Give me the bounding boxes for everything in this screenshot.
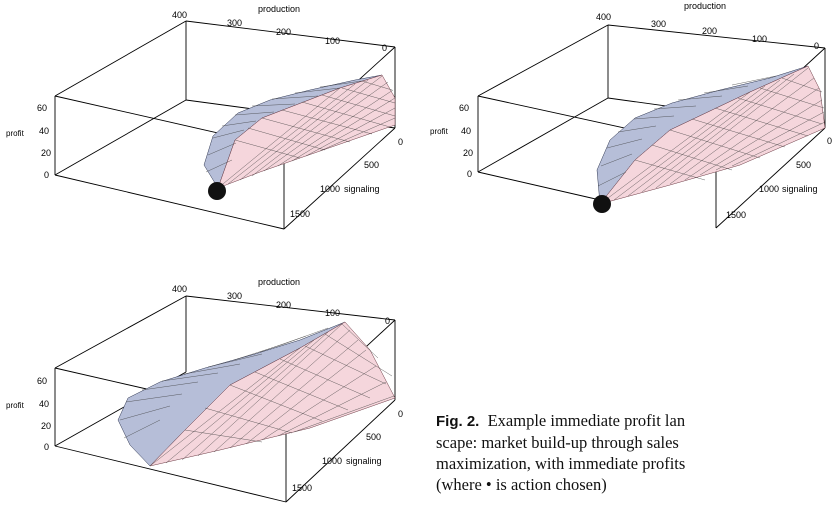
- surface-plot-top-right: production 400 300 200 100 0 profit 60 4…: [430, 1, 832, 229]
- profit-tick: 40: [461, 126, 471, 136]
- signaling-tick: 500: [364, 160, 379, 170]
- production-tick: 300: [227, 291, 242, 301]
- production-tick: 0: [814, 41, 819, 51]
- profit-tick: 20: [463, 148, 473, 158]
- caption-line: scape: market build-up through sales: [436, 433, 679, 452]
- figure-label: Fig. 2.: [436, 413, 480, 430]
- production-axis-label: production: [258, 4, 300, 14]
- signaling-tick: 500: [796, 160, 811, 170]
- profit-tick: 40: [39, 399, 49, 409]
- production-tick: 0: [385, 316, 390, 326]
- caption-line: Fig. 2. Example immediate profit lan: [436, 411, 686, 430]
- production-tick: 400: [172, 10, 187, 20]
- signaling-tick: 1000: [320, 184, 340, 194]
- production-tick: 400: [172, 284, 187, 294]
- signaling-axis-label: signaling: [346, 456, 382, 466]
- signaling-tick: 1000: [759, 184, 779, 194]
- surface-right-face: [149, 321, 396, 467]
- profit-tick: 60: [37, 376, 47, 386]
- chosen-action-marker: [208, 182, 226, 200]
- production-axis-label: production: [684, 1, 726, 11]
- profit-tick: 20: [41, 148, 51, 158]
- profit-tick: 60: [459, 103, 469, 113]
- signaling-tick: 1500: [290, 209, 310, 219]
- signaling-tick: 0: [398, 137, 403, 147]
- caption-line: (where • is action chosen): [436, 475, 607, 494]
- profit-tick: 0: [44, 170, 49, 180]
- production-tick: 200: [276, 27, 291, 37]
- caption-line: maximization, with immediate profits: [436, 454, 686, 473]
- profit-tick: 20: [41, 421, 51, 431]
- signaling-axis-label: signaling: [344, 184, 380, 194]
- profit-tick: 0: [467, 169, 472, 179]
- figure-caption: Fig. 2. Example immediate profit lan sca…: [436, 410, 834, 495]
- surface-plot-top-left: production 400 300 200 100 0 profit 60 4…: [6, 4, 403, 230]
- production-axis-label: production: [258, 277, 300, 287]
- production-tick: 400: [596, 12, 611, 22]
- production-tick: 300: [651, 19, 666, 29]
- surface-plot-bottom-left: production 400 300 200 100 0 profit 60 4…: [6, 277, 403, 503]
- production-tick: 100: [752, 34, 767, 44]
- profit-tick: 0: [44, 442, 49, 452]
- production-tick: 300: [227, 18, 242, 28]
- signaling-tick: 1500: [726, 210, 746, 220]
- production-tick: 200: [276, 300, 291, 310]
- signaling-tick: 0: [827, 136, 832, 146]
- profit-tick: 60: [37, 103, 47, 113]
- production-tick: 0: [382, 43, 387, 53]
- chosen-action-marker: [593, 195, 611, 213]
- signaling-tick: 1500: [292, 483, 312, 493]
- signaling-tick: 1000: [322, 456, 342, 466]
- profit-axis-label: profit: [430, 127, 449, 136]
- signaling-tick: 500: [366, 432, 381, 442]
- profit-axis-label: profit: [6, 401, 25, 410]
- production-tick: 200: [702, 26, 717, 36]
- signaling-axis-label: signaling: [782, 184, 818, 194]
- production-tick: 100: [325, 36, 340, 46]
- profit-tick: 40: [39, 126, 49, 136]
- profit-axis-label: profit: [6, 129, 25, 138]
- signaling-tick: 0: [398, 409, 403, 419]
- production-tick: 100: [325, 308, 340, 318]
